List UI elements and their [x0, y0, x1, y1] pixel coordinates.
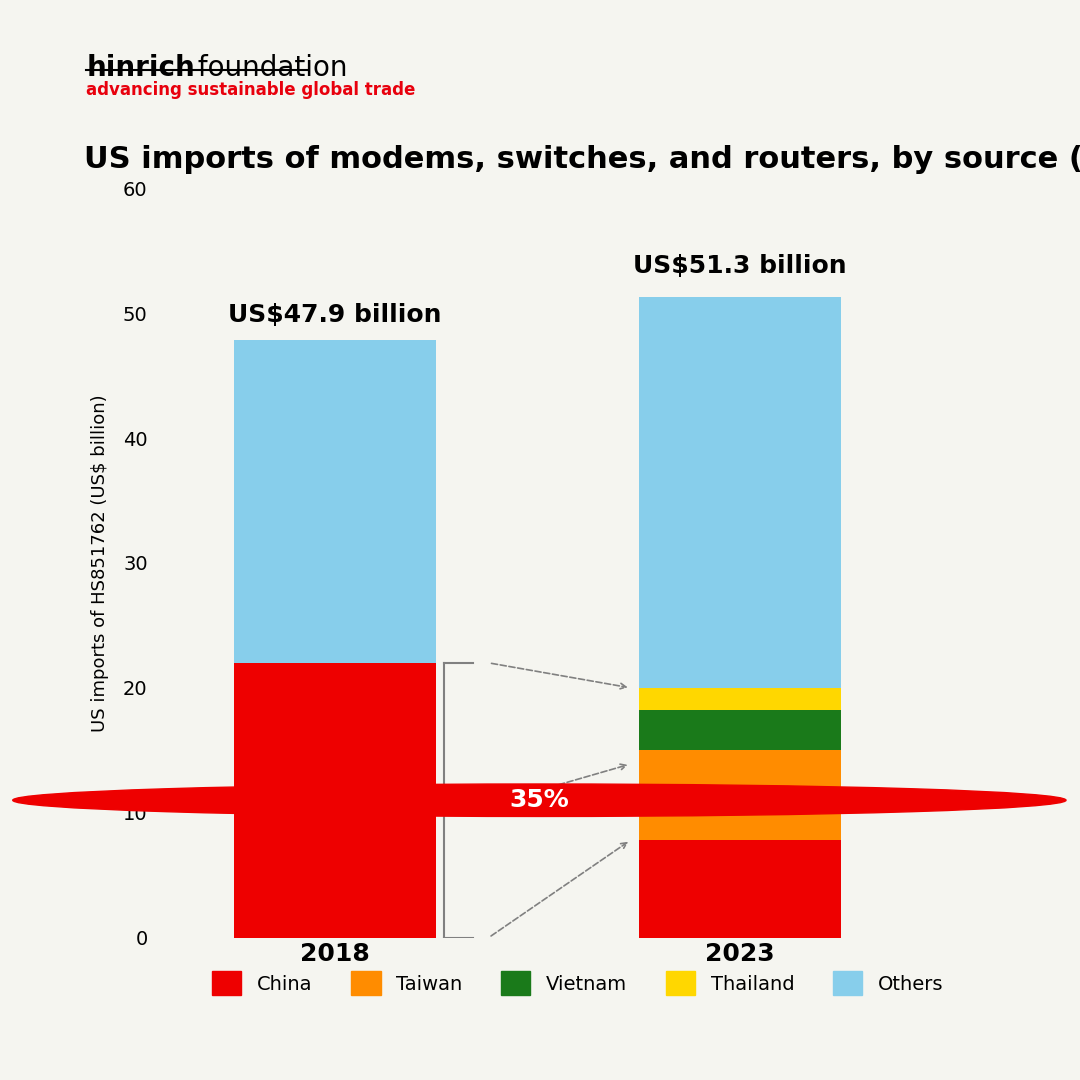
Legend: China, Taiwan, Vietnam, Thailand, Others: China, Taiwan, Vietnam, Thailand, Others: [204, 963, 951, 1002]
Text: foundation: foundation: [189, 54, 348, 82]
Bar: [233, 339, 436, 663]
Y-axis label: US imports of HS851762 (US$ billion): US imports of HS851762 (US$ billion): [91, 394, 109, 732]
Circle shape: [13, 784, 1066, 816]
Bar: [233, 663, 436, 937]
Text: hinrich: hinrich: [86, 54, 195, 82]
Text: US$47.9 billion: US$47.9 billion: [228, 303, 442, 327]
Text: US imports of modems, switches, and routers, by source (2018 and 2023): US imports of modems, switches, and rout…: [84, 145, 1080, 174]
Text: US$51.3 billion: US$51.3 billion: [633, 254, 847, 279]
Bar: [638, 688, 841, 711]
Bar: [638, 297, 841, 688]
Bar: [638, 751, 841, 840]
Bar: [638, 840, 841, 937]
Text: advancing sustainable global trade: advancing sustainable global trade: [86, 81, 416, 99]
Bar: [638, 711, 841, 751]
Text: 35%: 35%: [510, 788, 569, 812]
